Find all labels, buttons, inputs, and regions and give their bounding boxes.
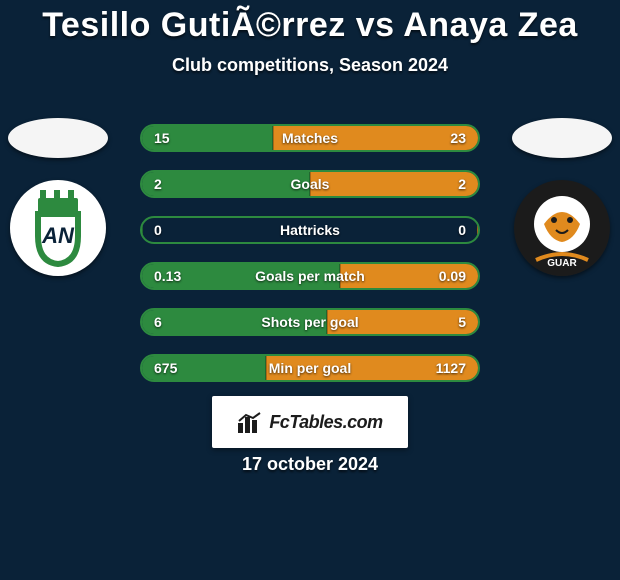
stat-fill-right bbox=[477, 218, 478, 242]
stat-label: Hattricks bbox=[280, 222, 340, 238]
svg-text:GUAR: GUAR bbox=[547, 258, 577, 269]
team-left: AN bbox=[8, 118, 108, 276]
brand-label: FcTables.com bbox=[269, 412, 382, 433]
stat-value-left: 0.13 bbox=[154, 268, 181, 284]
stat-value-right: 5 bbox=[458, 314, 466, 330]
stat-value-right: 1127 bbox=[436, 360, 466, 376]
stat-value-left: 6 bbox=[154, 314, 162, 330]
stat-value-left: 0 bbox=[154, 222, 162, 238]
stat-fill-left bbox=[142, 172, 310, 196]
stat-label: Goals per match bbox=[255, 268, 365, 284]
brand-bars-icon bbox=[237, 411, 263, 433]
stat-label: Min per goal bbox=[269, 360, 351, 376]
stats-block: 15 23 Matches 2 2 Goals 0 0 Hattricks 0.13 0.09 Goa… bbox=[140, 124, 480, 382]
page-title: Tesillo GutiÃ©rrez vs Anaya Zea bbox=[0, 0, 620, 45]
stat-value-left: 15 bbox=[154, 130, 170, 146]
crest-right-icon: GUAR bbox=[514, 180, 610, 276]
flag-left bbox=[8, 118, 108, 158]
stat-bar: 0 0 Hattricks bbox=[140, 216, 480, 244]
date-label: 17 october 2024 bbox=[242, 454, 378, 475]
flag-right bbox=[512, 118, 612, 158]
stat-bar: 2 2 Goals bbox=[140, 170, 480, 198]
stat-value-left: 2 bbox=[154, 176, 162, 192]
brand-box[interactable]: FcTables.com bbox=[212, 396, 408, 448]
stat-value-right: 2 bbox=[458, 176, 466, 192]
stat-bar: 6 5 Shots per goal bbox=[140, 308, 480, 336]
stat-bar: 0.13 0.09 Goals per match bbox=[140, 262, 480, 290]
stat-label: Matches bbox=[282, 130, 338, 146]
stat-bar: 675 1127 Min per goal bbox=[140, 354, 480, 382]
crest-left-icon: AN bbox=[10, 180, 106, 276]
stat-label: Goals bbox=[291, 176, 330, 192]
subtitle: Club competitions, Season 2024 bbox=[0, 55, 620, 76]
crest-left: AN bbox=[10, 180, 106, 276]
comparison-card: Tesillo GutiÃ©rrez vs Anaya Zea Club com… bbox=[0, 0, 620, 580]
crest-right: GUAR bbox=[514, 180, 610, 276]
stat-value-right: 0.09 bbox=[439, 268, 466, 284]
svg-text:AN: AN bbox=[41, 223, 75, 248]
stat-label: Shots per goal bbox=[261, 314, 358, 330]
stat-value-right: 23 bbox=[450, 130, 466, 146]
stat-value-left: 675 bbox=[154, 360, 177, 376]
team-right: GUAR bbox=[512, 118, 612, 276]
stat-value-right: 0 bbox=[458, 222, 466, 238]
stat-fill-left bbox=[142, 218, 143, 242]
stat-bar: 15 23 Matches bbox=[140, 124, 480, 152]
stat-fill-right bbox=[310, 172, 478, 196]
